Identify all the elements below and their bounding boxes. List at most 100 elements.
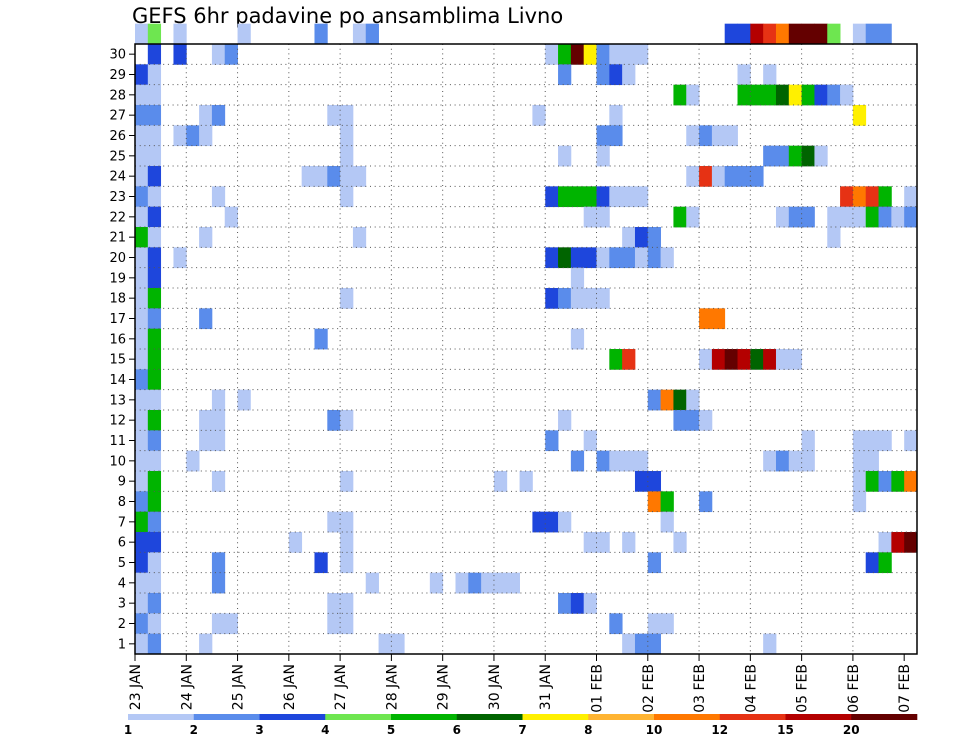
y-tick-label: 1 <box>118 637 126 652</box>
x-tick-label: 23 JAN <box>128 664 144 710</box>
y-tick-label: 6 <box>118 536 126 551</box>
y-tick-label: 23 <box>109 190 126 205</box>
heatmap-cell <box>622 44 636 65</box>
colorbar-label: 4 <box>321 723 329 737</box>
heatmap-cell <box>558 593 572 614</box>
heatmap-cell <box>224 613 238 635</box>
heatmap-cell <box>622 186 636 208</box>
heatmap-cell <box>609 64 623 86</box>
heatmap-cell <box>711 125 726 147</box>
x-tick-label: 06 FEB <box>846 664 862 713</box>
heatmap-cell <box>775 145 790 167</box>
heatmap-cell <box>135 145 149 167</box>
heatmap-cell <box>647 247 662 269</box>
heatmap-cell <box>173 44 187 65</box>
heatmap-cell <box>750 349 764 370</box>
heatmap-cell <box>878 206 892 228</box>
heatmap-cell <box>852 186 867 208</box>
heatmap-cell <box>429 572 444 594</box>
heatmap-cell <box>314 552 328 574</box>
heatmap-cell <box>660 491 674 513</box>
heatmap-cell <box>135 613 149 635</box>
x-tick-label: 07 FEB <box>897 664 913 713</box>
heatmap-cell <box>763 349 777 370</box>
heatmap-cell <box>340 125 354 147</box>
colorbar-label: 20 <box>843 723 860 737</box>
heatmap-cell <box>135 633 149 655</box>
y-tick-label: 24 <box>109 170 126 185</box>
heatmap-cell <box>224 44 238 65</box>
heatmap-cell <box>878 430 892 452</box>
heatmap-cell <box>763 23 777 45</box>
y-tick-label: 10 <box>109 454 126 469</box>
heatmap-cell <box>609 613 623 635</box>
heatmap-cell <box>199 125 213 147</box>
heatmap-cell <box>147 44 162 65</box>
heatmap-cell <box>147 369 162 391</box>
heatmap-cell <box>801 145 815 167</box>
heatmap-cell <box>904 532 918 553</box>
x-tick-label: 27 JAN <box>333 664 349 710</box>
y-tick-label: 9 <box>118 475 126 490</box>
colorbar-label: 10 <box>646 723 663 737</box>
heatmap-cell <box>135 471 149 492</box>
heatmap-cell <box>211 105 226 126</box>
heatmap-cell <box>660 511 674 533</box>
heatmap-cell <box>660 389 674 411</box>
heatmap-cell <box>340 166 354 187</box>
heatmap-cell <box>481 572 495 594</box>
chart-title: GEFS 6hr padavine po ansamblima Livno <box>132 4 564 28</box>
heatmap-cell <box>352 23 367 45</box>
heatmap-cell <box>237 389 251 411</box>
heatmap-cell <box>378 633 392 655</box>
heatmap-cell <box>147 186 162 208</box>
heatmap-cell <box>327 511 341 533</box>
heatmap-cell <box>186 125 200 147</box>
heatmap-cell <box>199 308 213 330</box>
y-tick-label: 14 <box>109 373 126 388</box>
heatmap-cell <box>724 349 738 370</box>
heatmap-cell <box>135 369 149 391</box>
heatmap-cell <box>596 450 610 472</box>
heatmap-cell <box>147 105 162 126</box>
heatmap-cell <box>570 267 585 289</box>
heatmap-cell <box>519 471 533 492</box>
heatmap-cell <box>775 349 790 370</box>
y-tick-label: 26 <box>109 129 126 144</box>
heatmap-cell <box>673 389 687 411</box>
heatmap-cell <box>865 430 879 452</box>
heatmap-cell <box>365 572 379 594</box>
heatmap-cell <box>596 44 610 65</box>
heatmap-cell <box>609 247 623 269</box>
heatmap-cell <box>314 328 328 350</box>
heatmap-cell <box>558 511 572 533</box>
heatmap-cell <box>147 511 162 533</box>
y-tick-label: 2 <box>118 617 126 632</box>
heatmap-cell <box>763 84 777 106</box>
heatmap-cell <box>135 593 149 614</box>
y-tick-label: 3 <box>118 597 126 612</box>
heatmap-cell <box>147 593 162 614</box>
heatmap-cell <box>699 125 713 147</box>
heatmap-cell <box>147 349 162 370</box>
heatmap-cell <box>583 532 597 553</box>
x-tick-label: 29 JAN <box>436 664 452 710</box>
colorbar-segment <box>785 714 852 720</box>
heatmap-cell <box>865 471 879 492</box>
heatmap-cell <box>173 247 187 269</box>
heatmap-cell <box>211 44 226 65</box>
heatmap-cell <box>340 288 354 309</box>
heatmap-cell <box>147 247 162 269</box>
heatmap-cell <box>596 247 610 269</box>
y-tick-label: 11 <box>109 434 126 449</box>
heatmap-cell <box>147 206 162 228</box>
heatmap-cell <box>301 166 315 187</box>
heatmap-cell <box>750 84 764 106</box>
heatmap-cell <box>724 166 738 187</box>
heatmap-cell <box>827 84 841 106</box>
y-tick-label: 8 <box>118 495 126 510</box>
heatmap-cell <box>135 389 149 411</box>
heatmap-cell <box>596 125 610 147</box>
heatmap-cell <box>814 84 828 106</box>
heatmap-cell <box>340 552 354 574</box>
